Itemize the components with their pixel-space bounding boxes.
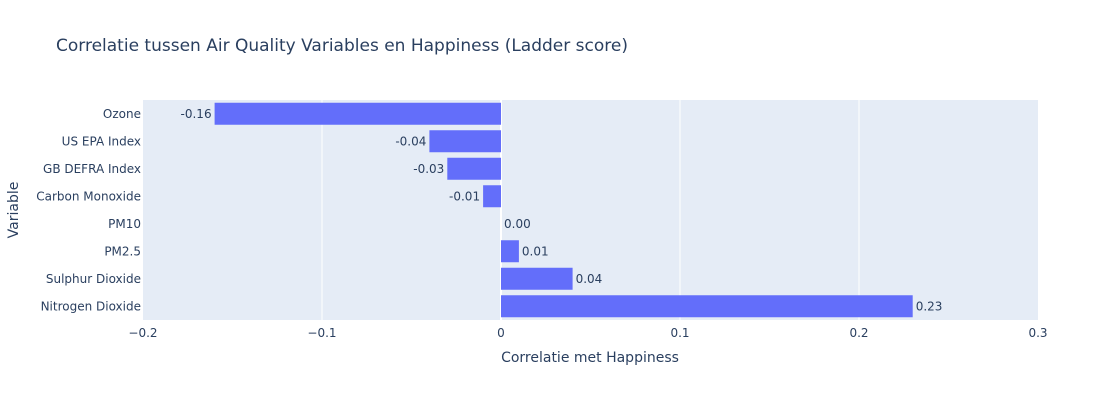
- x-tick-label: 0.2: [849, 326, 868, 340]
- x-tick-label: 0.3: [1028, 326, 1047, 340]
- bar-value-label: -0.03: [413, 162, 444, 176]
- plot-area: [143, 100, 1038, 320]
- y-tick-label: Ozone: [103, 107, 141, 121]
- bar-value-label: 0.04: [576, 272, 603, 286]
- bar: [429, 130, 501, 153]
- bar: [501, 240, 519, 263]
- y-tick-label: GB DEFRA Index: [43, 162, 141, 176]
- bar-value-label: -0.16: [181, 107, 212, 121]
- bar: [447, 157, 501, 180]
- x-tick-label: −0.2: [128, 326, 157, 340]
- bar-value-label: 0.00: [504, 217, 531, 231]
- x-tick-label: −0.1: [307, 326, 336, 340]
- x-axis-ticks: −0.2 −0.1 0 0.1 0.2 0.3: [128, 326, 1047, 340]
- bar-value-label: -0.01: [449, 189, 480, 203]
- x-tick-label: 0.1: [670, 326, 689, 340]
- bar: [483, 185, 501, 208]
- bar-value-label: 0.01: [522, 244, 549, 258]
- y-tick-label: US EPA Index: [62, 134, 141, 148]
- bar-value-label: -0.04: [395, 134, 426, 148]
- bar-value-labels: -0.16 -0.04 -0.03 -0.01 0.00 0.01 0.04 0.23: [181, 107, 943, 314]
- y-tick-label: PM10: [108, 217, 141, 231]
- y-axis-title: Variable: [6, 182, 22, 239]
- bar: [501, 267, 573, 290]
- x-tick-label: 0: [497, 326, 505, 340]
- y-tick-label: Carbon Monoxide: [36, 189, 141, 203]
- bar-value-label: 0.23: [916, 299, 943, 313]
- bar: [214, 102, 501, 125]
- bars: [214, 102, 913, 318]
- x-axis-title: Correlatie met Happiness: [501, 350, 679, 366]
- bar: [501, 295, 913, 318]
- y-tick-label: PM2.5: [104, 244, 141, 258]
- y-axis-ticks: Ozone US EPA Index GB DEFRA Index Carbon Mo…: [36, 107, 141, 314]
- chart-title: Correlatie tussen Air Quality Variables …: [56, 36, 628, 56]
- y-tick-label: Sulphur Dioxide: [46, 272, 141, 286]
- y-tick-label: Nitrogen Dioxide: [41, 299, 141, 313]
